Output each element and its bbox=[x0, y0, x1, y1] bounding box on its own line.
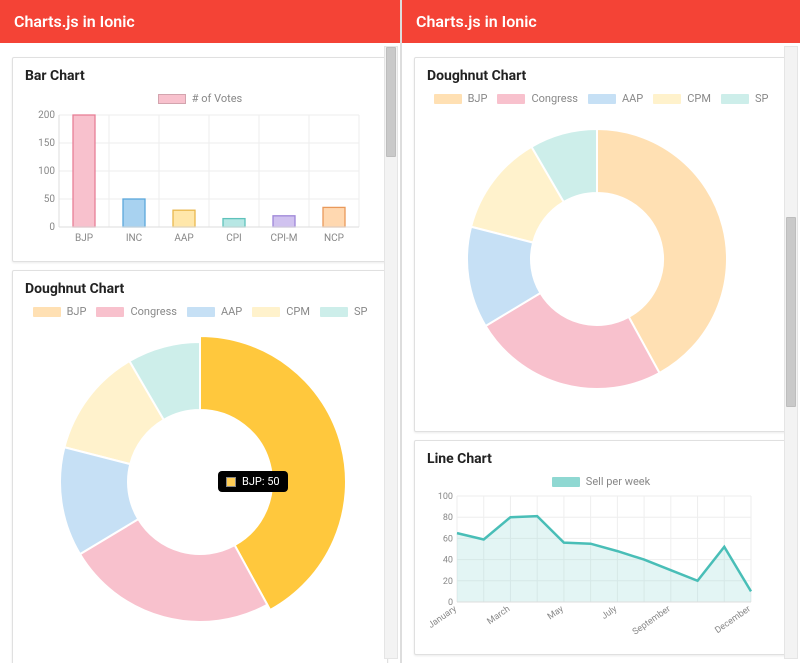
legend-label: CPM bbox=[687, 92, 711, 105]
right-scrollbar-thumb[interactable] bbox=[786, 217, 796, 407]
legend-item[interactable]: CPM bbox=[252, 305, 310, 318]
legend-item[interactable]: CPM bbox=[653, 92, 711, 105]
legend-swatch bbox=[33, 307, 61, 317]
legend-swatch bbox=[434, 94, 462, 104]
legend-label: BJP bbox=[468, 92, 488, 105]
right-pane: Charts.js in Ionic Doughnut Chart BJP Con… bbox=[402, 0, 800, 663]
svg-text:May: May bbox=[546, 604, 566, 622]
legend-label: Congress bbox=[130, 305, 177, 318]
legend-label: AAP bbox=[622, 92, 643, 105]
line-chart-card: Line Chart Sell per week 020406080100Jan… bbox=[414, 440, 788, 655]
left-doughnut-legend: BJP Congress AAP CPM SP bbox=[25, 305, 375, 318]
line-chart[interactable]: 020406080100JanuaryMarchMayJulySeptember… bbox=[427, 492, 757, 642]
legend-label: AAP bbox=[221, 305, 242, 318]
left-doughnut-chart[interactable] bbox=[25, 322, 375, 652]
legend-label: CPM bbox=[286, 305, 310, 318]
legend-swatch bbox=[497, 94, 525, 104]
svg-text:0: 0 bbox=[49, 222, 55, 233]
svg-text:80: 80 bbox=[443, 513, 453, 523]
svg-text:March: March bbox=[486, 604, 513, 627]
svg-text:BJP: BJP bbox=[75, 233, 93, 244]
legend-label: SP bbox=[354, 305, 367, 318]
right-scrollbar[interactable] bbox=[784, 46, 798, 659]
legend-swatch bbox=[653, 94, 681, 104]
appbar: Charts.js in Ionic bbox=[402, 0, 800, 43]
legend-item[interactable]: Congress bbox=[96, 305, 177, 318]
legend-item[interactable]: BJP bbox=[33, 305, 87, 318]
svg-text:CPI-M: CPI-M bbox=[270, 233, 297, 244]
right-scroll[interactable]: Doughnut Chart BJP Congress AAP CPM SP Line … bbox=[402, 43, 800, 663]
line-chart-title: Line Chart bbox=[427, 451, 775, 467]
right-doughnut-title: Doughnut Chart bbox=[427, 68, 775, 84]
appbar: Charts.js in Ionic bbox=[0, 0, 400, 43]
doughnut-tooltip: BJP: 50 bbox=[218, 471, 288, 492]
svg-text:100: 100 bbox=[38, 166, 55, 177]
tooltip-swatch bbox=[226, 477, 236, 487]
bar-chart-legend: # of Votes bbox=[25, 92, 375, 105]
bar-legend-label: # of Votes bbox=[192, 92, 242, 105]
legend-item[interactable]: BJP bbox=[434, 92, 488, 105]
legend-swatch bbox=[721, 94, 749, 104]
svg-text:January: January bbox=[427, 604, 459, 631]
legend-item[interactable]: Congress bbox=[497, 92, 578, 105]
svg-text:200: 200 bbox=[38, 110, 55, 121]
line-chart-legend: Sell per week bbox=[427, 475, 775, 488]
line-legend-swatch bbox=[552, 477, 580, 487]
bar-chart-card: Bar Chart # of Votes 0 50 100 150 200 BJP INC A… bbox=[12, 57, 388, 262]
right-doughnut-chart[interactable] bbox=[427, 109, 767, 419]
left-scroll[interactable]: Bar Chart # of Votes 0 50 100 150 200 BJP INC A… bbox=[0, 43, 400, 663]
svg-text:July: July bbox=[600, 604, 620, 622]
svg-text:50: 50 bbox=[44, 194, 56, 205]
legend-swatch bbox=[588, 94, 616, 104]
left-doughnut-title: Doughnut Chart bbox=[25, 281, 375, 297]
legend-item[interactable]: AAP bbox=[187, 305, 242, 318]
svg-text:September: September bbox=[631, 604, 672, 637]
svg-text:20: 20 bbox=[443, 577, 453, 587]
svg-text:40: 40 bbox=[443, 556, 453, 566]
right-doughnut-card: Doughnut Chart BJP Congress AAP CPM SP bbox=[414, 57, 788, 432]
left-pane: Charts.js in Ionic Bar Chart # of Votes … bbox=[0, 0, 402, 663]
svg-text:December: December bbox=[713, 604, 752, 636]
appbar-title: Charts.js in Ionic bbox=[14, 12, 135, 31]
tooltip-text: BJP: 50 bbox=[242, 475, 280, 488]
svg-text:INC: INC bbox=[126, 233, 143, 244]
svg-text:CPI: CPI bbox=[226, 233, 242, 244]
svg-text:NCP: NCP bbox=[324, 233, 344, 244]
right-doughnut-legend: BJP Congress AAP CPM SP bbox=[427, 92, 775, 105]
bar-chart[interactable]: 0 50 100 150 200 BJP INC AAP CPI CPI-M NCP bbox=[25, 109, 365, 249]
legend-swatch bbox=[320, 307, 348, 317]
line-legend-label: Sell per week bbox=[586, 475, 650, 488]
legend-label: SP bbox=[755, 92, 768, 105]
svg-text:100: 100 bbox=[438, 492, 453, 502]
svg-text:150: 150 bbox=[38, 138, 55, 149]
legend-item[interactable]: SP bbox=[320, 305, 367, 318]
svg-text:AAP: AAP bbox=[174, 233, 193, 244]
legend-label: Congress bbox=[531, 92, 578, 105]
legend-swatch bbox=[187, 307, 215, 317]
svg-text:60: 60 bbox=[443, 534, 453, 544]
left-doughnut-card: Doughnut Chart BJP Congress AAP CPM SP BJP: … bbox=[12, 270, 388, 663]
left-scrollbar[interactable] bbox=[384, 46, 398, 659]
bar-chart-title: Bar Chart bbox=[25, 68, 375, 84]
legend-item[interactable]: AAP bbox=[588, 92, 643, 105]
left-scrollbar-thumb[interactable] bbox=[386, 47, 396, 157]
appbar-title: Charts.js in Ionic bbox=[416, 12, 537, 31]
legend-swatch bbox=[252, 307, 280, 317]
legend-swatch bbox=[96, 307, 124, 317]
bar-legend-swatch bbox=[158, 94, 186, 104]
legend-item[interactable]: SP bbox=[721, 92, 768, 105]
legend-label: BJP bbox=[67, 305, 87, 318]
